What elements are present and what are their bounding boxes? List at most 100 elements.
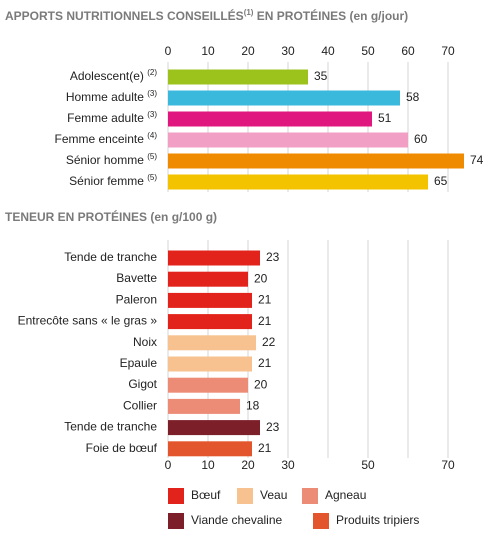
category-note: (5) [147,173,157,182]
bar [168,153,464,169]
bar [168,111,372,127]
data-label: 51 [378,111,392,125]
bar [168,420,260,436]
data-label: 21 [258,314,272,328]
y-tick-label: Femme adulte (3) [67,110,157,125]
legend-swatch [313,513,329,529]
title-part: EN PROTÉINES (en g/jour) [253,8,408,23]
bar [168,90,400,106]
data-label: 20 [254,271,268,285]
y-tick-label: Collier [123,399,157,413]
data-label: 21 [258,356,272,370]
x-tick-label: 70 [441,458,455,472]
data-label: 58 [406,90,420,104]
category: Gigot [128,377,157,391]
x-tick-label: 30 [281,44,295,58]
y-tick-label: Noix [133,335,157,349]
x-tick-label: 20 [241,458,255,472]
y-tick-label: Sénior homme (5) [66,152,158,167]
category: Paleron [116,293,157,307]
x-tick-label: 30 [281,458,295,472]
bar [168,292,252,308]
legend-label: Veau [260,488,287,502]
bar [168,441,252,457]
data-label: 23 [266,250,280,264]
data-label: 60 [414,132,428,146]
bar [168,69,308,85]
data-label: 18 [246,399,260,413]
category: Tende de tranche [64,250,157,264]
category: Bavette [116,271,157,285]
category-note: (3) [147,89,157,98]
y-tick-label: Epaule [120,356,158,370]
legend-label: Agneau [325,488,366,502]
category: Entrecôte sans « le gras » [18,314,158,328]
x-tick-label: 60 [401,44,415,58]
y-tick-label: Paleron [116,293,157,307]
category: Tende de tranche [64,420,157,434]
y-tick-label: Femme enceinte (4) [55,131,158,146]
data-label: 21 [258,441,272,455]
category-note: (5) [147,152,157,161]
data-label: 35 [314,69,328,83]
legend-swatch [168,488,184,504]
data-label: 65 [434,174,448,188]
category-note: (2) [147,68,157,77]
category: Sénior homme [66,153,144,167]
y-tick-label: Gigot [128,377,157,391]
bar [168,356,252,372]
bar [168,335,256,351]
category: Foie de bœuf [86,441,158,455]
legend-swatch [168,513,184,529]
category: Femme enceinte [55,132,145,146]
bar [168,250,260,266]
data-label: 21 [258,293,272,307]
bar [168,132,408,148]
data-label: 74 [470,153,484,167]
y-tick-label: Entrecôte sans « le gras » [18,314,158,328]
category: Femme adulte [67,111,144,125]
y-tick-label: Tende de tranche [64,420,157,434]
y-tick-label: Tende de tranche [64,250,157,264]
x-tick-label: 50 [361,458,375,472]
legend-label: Bœuf [191,488,221,502]
legend-swatch [237,488,253,504]
title-part: (1) [244,8,254,17]
bar [168,174,428,190]
chart-title: TENEUR EN PROTÉINES (en g/100 g) [5,209,217,224]
category: Adolescent(e) [70,69,144,83]
x-tick-label: 10 [201,458,215,472]
legend-swatch [302,488,318,504]
x-tick-label: 70 [441,44,455,58]
y-tick-label: Homme adulte (3) [66,89,158,104]
legend-label: Viande chevaline [191,513,283,527]
x-tick-label: 0 [165,44,172,58]
bar [168,314,252,330]
category: Sénior femme [69,174,144,188]
category: Epaule [120,356,158,370]
data-label: 23 [266,420,280,434]
data-label: 22 [262,335,276,349]
data-label: 20 [254,377,268,391]
legend-label: Produits tripiers [336,513,419,527]
x-tick-label: 20 [241,44,255,58]
category-note: (4) [147,131,157,140]
y-tick-label: Sénior femme (5) [69,173,157,188]
category: Collier [123,399,157,413]
category-note: (3) [147,110,157,119]
category: Noix [133,335,157,349]
category: Homme adulte [66,90,144,104]
chart-title: APPORTS NUTRITIONNELS CONSEILLÉS(1) EN P… [5,8,408,23]
x-tick-label: 40 [321,44,335,58]
bar [168,377,248,393]
x-tick-label: 10 [201,44,215,58]
y-tick-label: Foie de bœuf [86,441,158,455]
title-part: APPORTS NUTRITIONNELS CONSEILLÉS [5,8,244,23]
bar [168,398,240,414]
x-tick-label: 50 [361,44,375,58]
y-tick-label: Adolescent(e) (2) [70,68,158,83]
y-tick-label: Bavette [116,271,157,285]
bar [168,271,248,287]
x-tick-label: 0 [165,458,172,472]
